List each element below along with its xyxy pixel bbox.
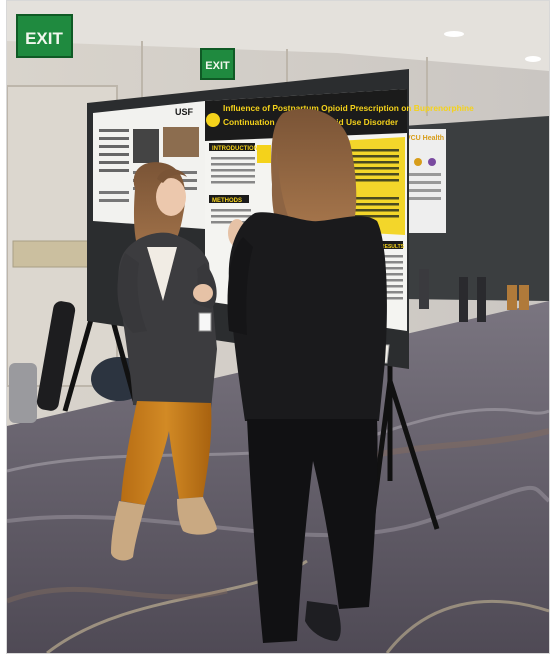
ceiling (7, 1, 549, 71)
ceiling-light-2 (525, 56, 541, 62)
poster-section-methods: METHODS (212, 198, 242, 204)
right-poster-board: VCU Health (403, 116, 549, 301)
background-people (419, 269, 529, 322)
poster-section-intro: INTRODUCTION (212, 146, 258, 152)
poster-title-line1: Influence of Postpartum Opioid Prescript… (223, 103, 474, 113)
poster-section-results: RESULTS (381, 244, 405, 250)
exit-sign-left: EXIT (16, 14, 73, 58)
poster-left-logo: USF (175, 107, 194, 117)
exit-sign-center-text: EXIT (205, 60, 230, 72)
photo-frame: EXIT EXIT VCU Health (6, 0, 550, 654)
ceiling-light (444, 31, 464, 37)
exit-sign-center: EXIT (200, 48, 235, 80)
conference-poster-photo: EXIT EXIT VCU Health (7, 1, 549, 653)
presenter-woman (111, 162, 217, 561)
side-poster-label: VCU Health (406, 135, 444, 142)
viewer-woman (227, 108, 387, 643)
exit-sign-left-text: EXIT (25, 29, 63, 48)
wall-plaque (12, 240, 92, 268)
